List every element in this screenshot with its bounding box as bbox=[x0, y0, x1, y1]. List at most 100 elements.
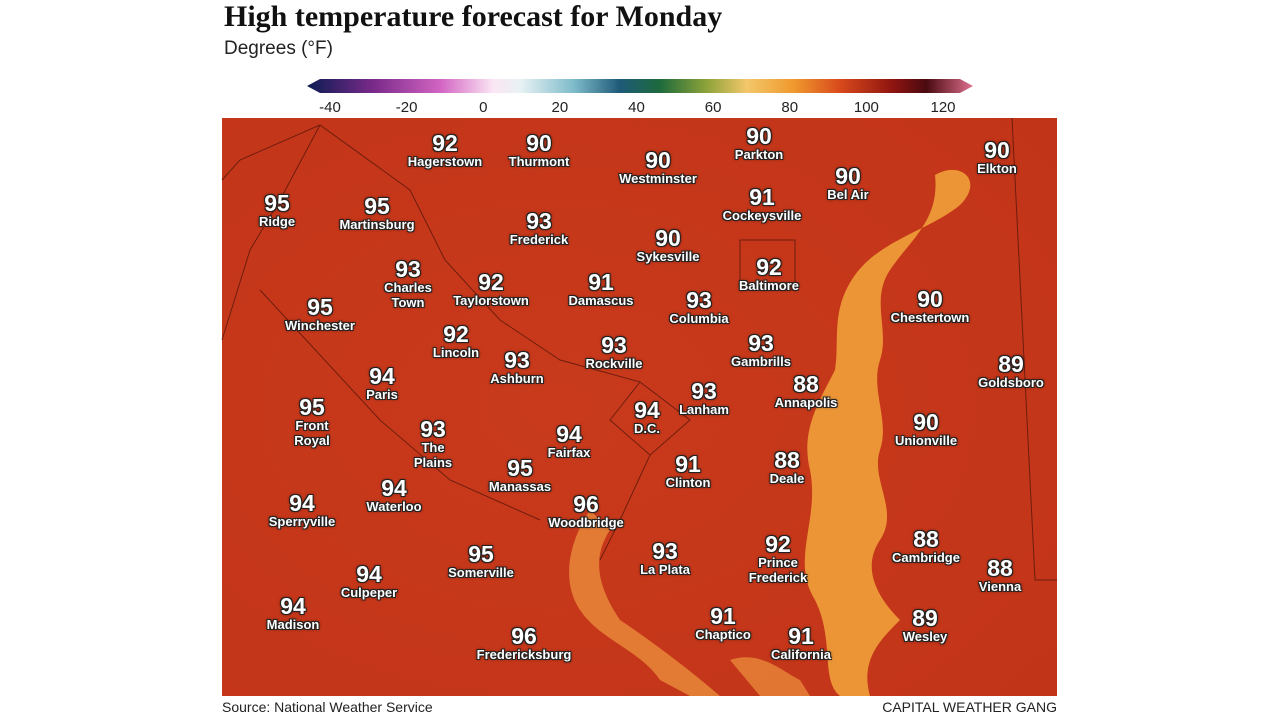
city-name: Vienna bbox=[978, 579, 1022, 594]
colorbar-tick-label: -40 bbox=[319, 99, 341, 116]
city-temp: 88 bbox=[793, 371, 819, 397]
city-name: Gambrills bbox=[731, 354, 791, 369]
city-label: 88 Vienna bbox=[979, 557, 1021, 595]
city-label: 93 Ashburn bbox=[490, 349, 543, 387]
city-label: 89 Goldsboro bbox=[978, 353, 1044, 391]
city-label: 90 Parkton bbox=[735, 125, 783, 163]
city-name: Elkton bbox=[977, 161, 1017, 176]
city-label: 93 La Plata bbox=[640, 540, 690, 578]
city-temp: 90 bbox=[645, 147, 671, 173]
city-label: 88 Annapolis bbox=[775, 373, 838, 411]
city-name: Winchester bbox=[285, 318, 355, 333]
city-label: 88 Cambridge bbox=[892, 528, 960, 566]
city-name: Waterloo bbox=[366, 499, 422, 514]
river bbox=[569, 510, 720, 696]
city-label: 91 California bbox=[771, 625, 831, 663]
colorbar-tick-label: 0 bbox=[479, 99, 487, 116]
city-temp: 92 bbox=[765, 531, 791, 557]
city-name: Fredericksburg bbox=[476, 647, 572, 662]
source: Source: National Weather Service bbox=[222, 699, 433, 715]
city-name: Madison bbox=[266, 617, 320, 632]
map-land bbox=[222, 118, 1057, 696]
city-label: 93 Columbia bbox=[669, 289, 728, 327]
city-label: 91 Cockeysville bbox=[723, 186, 802, 224]
city-temp: 90 bbox=[835, 163, 861, 189]
city-name: Annapolis bbox=[774, 395, 838, 410]
city-temp: 89 bbox=[998, 351, 1024, 377]
city-label: 96 Fredericksburg bbox=[477, 625, 572, 663]
city-label: 94 D.C. bbox=[634, 399, 660, 437]
borders bbox=[221, 117, 1057, 581]
colorbar-tick-label: 60 bbox=[705, 99, 722, 116]
city-name: Ashburn bbox=[490, 371, 544, 386]
city-name: Westminster bbox=[619, 171, 697, 186]
city-name: Lincoln bbox=[432, 345, 480, 360]
city-temp: 91 bbox=[588, 269, 614, 295]
city-name: Bel Air bbox=[827, 187, 869, 202]
city-temp: 91 bbox=[710, 603, 736, 629]
city-name: Front Royal bbox=[294, 418, 330, 448]
city-temp: 93 bbox=[601, 332, 627, 358]
city-label: 95 Front Royal bbox=[282, 396, 342, 449]
city-temp: 88 bbox=[774, 447, 800, 473]
colorbar-tick-label: 100 bbox=[854, 99, 879, 116]
city-name: Martinsburg bbox=[339, 217, 415, 232]
city-label: 91 Chaptico bbox=[695, 605, 751, 643]
city-label: 92 Prince Frederick bbox=[743, 533, 813, 586]
city-name: Baltimore bbox=[739, 278, 799, 293]
city-name: D.C. bbox=[634, 421, 660, 436]
city-label: 93 Lanham bbox=[679, 380, 729, 418]
city-label: 92 Hagerstown bbox=[408, 132, 482, 170]
city-temp: 91 bbox=[675, 451, 701, 477]
city-label: 95 Manassas bbox=[489, 457, 551, 495]
city-name: Fairfax bbox=[547, 445, 591, 460]
city-label: 95 Ridge bbox=[259, 192, 295, 230]
city-label: 94 Fairfax bbox=[548, 423, 591, 461]
city-temp: 95 bbox=[468, 541, 494, 567]
city-label: 93 Charles Town bbox=[378, 258, 438, 311]
colorbar-tick-label: -20 bbox=[396, 99, 418, 116]
city-label: 90 Thurmont bbox=[509, 132, 570, 170]
city-name: Clinton bbox=[665, 475, 711, 490]
city-label: 90 Elkton bbox=[977, 139, 1017, 177]
credit: CAPITAL WEATHER GANG bbox=[882, 699, 1057, 715]
city-name: Thurmont bbox=[508, 154, 570, 169]
city-name: Manassas bbox=[488, 479, 552, 494]
colorbar-tick-label: 80 bbox=[781, 99, 798, 116]
city-temp: 91 bbox=[788, 623, 814, 649]
city-label: 95 Winchester bbox=[285, 296, 355, 334]
city-label: 94 Waterloo bbox=[366, 477, 421, 515]
colorbar bbox=[307, 79, 973, 93]
colorbar-tick-label: 120 bbox=[930, 99, 955, 116]
city-name: Cockeysville bbox=[722, 208, 802, 223]
city-name: Ridge bbox=[258, 214, 296, 229]
city-label: 93 Frederick bbox=[510, 210, 569, 248]
city-temp: 90 bbox=[526, 130, 552, 156]
subtitle: Degrees (°F) bbox=[224, 38, 333, 59]
city-name: La Plata bbox=[640, 562, 690, 577]
city-temp: 90 bbox=[746, 123, 772, 149]
city-temp: 90 bbox=[917, 286, 943, 312]
city-temp: 92 bbox=[443, 321, 469, 347]
city-label: 93 Rockville bbox=[585, 334, 642, 372]
city-label: 90 Westminster bbox=[619, 149, 697, 187]
city-name: Rockville bbox=[585, 356, 643, 371]
city-temp: 93 bbox=[652, 538, 678, 564]
city-temp: 90 bbox=[984, 137, 1010, 163]
city-name: Somerville bbox=[448, 565, 514, 580]
city-name: Parkton bbox=[734, 147, 784, 162]
city-temp: 93 bbox=[504, 347, 530, 373]
title: High temperature forecast for Monday bbox=[224, 0, 723, 33]
city-name: Paris bbox=[366, 387, 398, 402]
city-name: Frederick bbox=[509, 232, 569, 247]
city-temp: 94 bbox=[381, 475, 407, 501]
city-temp: 95 bbox=[264, 190, 290, 216]
city-name: The Plains bbox=[413, 440, 453, 470]
city-name: Goldsboro bbox=[978, 375, 1044, 390]
city-name: Wesley bbox=[902, 629, 948, 644]
city-name: Damascus bbox=[568, 293, 634, 308]
city-name: Chestertown bbox=[890, 310, 970, 325]
city-label: 90 Chestertown bbox=[891, 288, 970, 326]
city-label: 90 Sykesville bbox=[637, 227, 700, 265]
